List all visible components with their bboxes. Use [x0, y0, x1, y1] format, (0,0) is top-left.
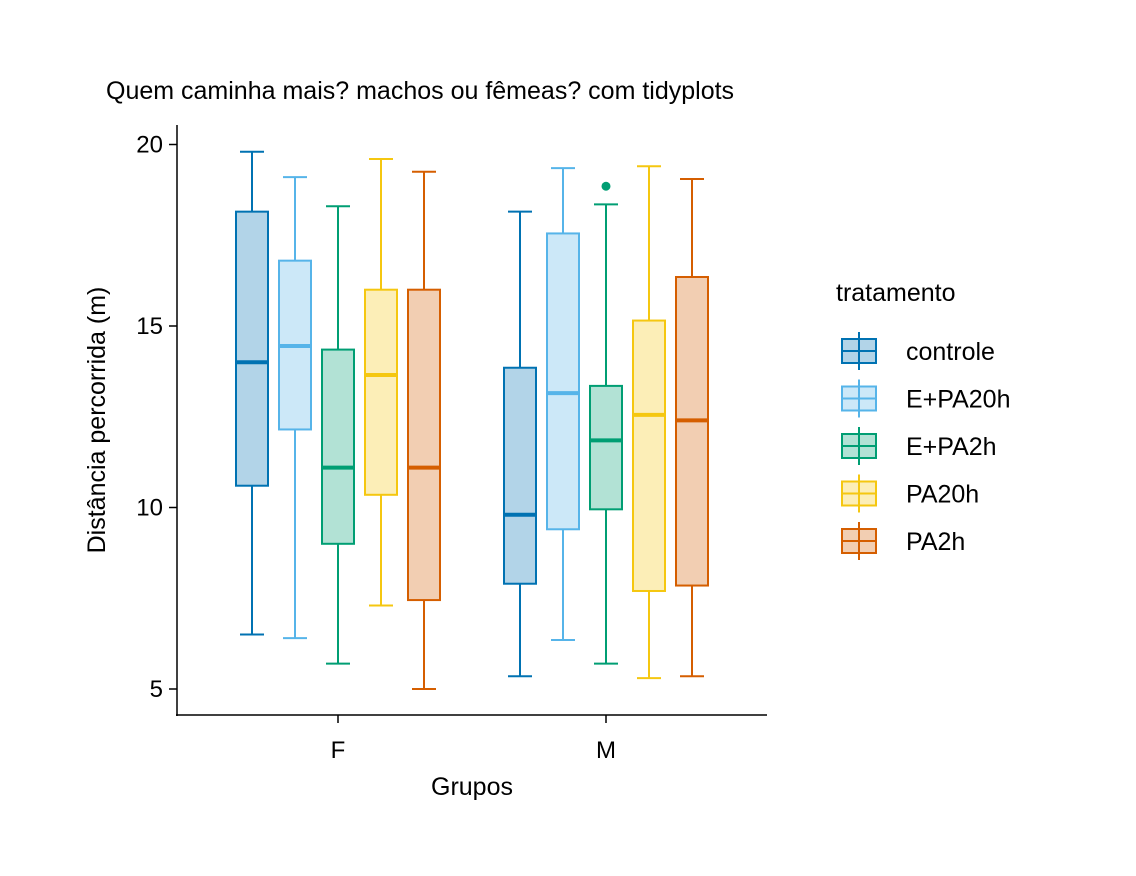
y-tick-label: 15: [136, 313, 163, 340]
box-body: [546, 232, 580, 531]
box-body: [675, 275, 709, 587]
legend-label: PA2h: [906, 528, 965, 556]
y-axis-title: Distância percorrida (m): [83, 287, 111, 554]
box-pa2h-f: [407, 170, 441, 690]
box-body: [407, 288, 441, 602]
y-tick-label: 10: [136, 495, 163, 522]
legend-item-pa20h: PA20h: [841, 474, 979, 513]
box-pa20h-f: [364, 158, 398, 607]
legend-item-controle: controle: [841, 332, 995, 370]
legend-label: controle: [906, 338, 995, 366]
box-pa2h-m: [675, 177, 709, 678]
box-body: [632, 319, 666, 592]
x-axis-title: Grupos: [431, 773, 513, 801]
y-tick-label: 5: [150, 676, 163, 703]
chart-title: Quem caminha mais? machos ou fêmeas? com…: [106, 77, 734, 105]
legend-item-e-pa2h: E+PA2h: [841, 427, 997, 465]
box-e-pa2h-f: [321, 205, 355, 665]
box-e-pa20h-f: [278, 176, 312, 640]
box-body: [321, 348, 355, 545]
legend-item-pa2h: PA2h: [841, 522, 965, 560]
plot-area: [235, 150, 709, 690]
box-controle-f: [235, 150, 269, 636]
legend: tratamento controle E+PA20h E+PA2h PA20h PA2…: [836, 279, 1010, 560]
box-pa20h-m: [632, 165, 666, 680]
outlier-point: [601, 181, 611, 191]
legend-title: tratamento: [836, 279, 956, 307]
legend-item-e-pa20h: E+PA20h: [841, 379, 1010, 418]
box-body: [364, 288, 398, 496]
box-e-pa20h-m: [546, 167, 580, 641]
x-tick-label: M: [596, 737, 616, 764]
legend-label: E+PA2h: [906, 433, 997, 461]
x-tick-label: F: [331, 737, 346, 764]
box-body: [235, 210, 269, 487]
y-axis-ticks: 5 10 15 20: [136, 132, 177, 703]
y-tick-label: 20: [136, 132, 163, 159]
box-controle-m: [503, 210, 537, 678]
box-body: [503, 366, 537, 585]
legend-label: E+PA20h: [906, 386, 1010, 414]
box-e-pa2h-m: [589, 181, 623, 665]
legend-label: PA20h: [906, 481, 979, 509]
box-body: [589, 384, 623, 511]
